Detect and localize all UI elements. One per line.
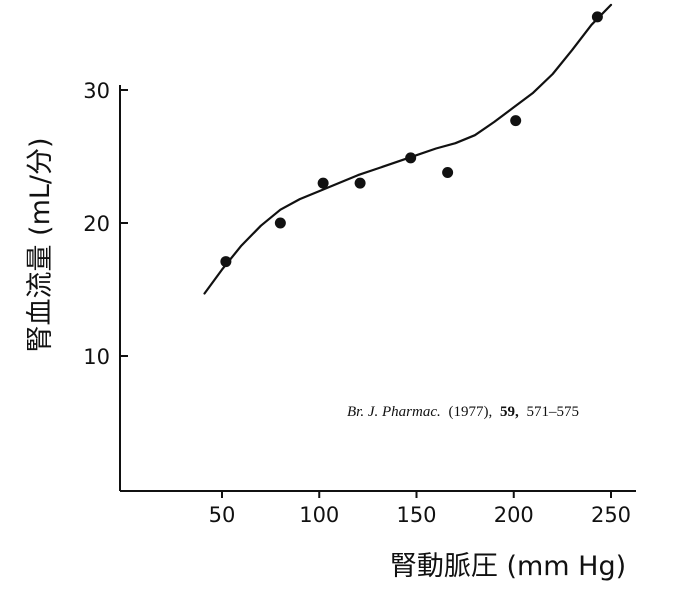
ticks: 50 100 150 200 250 10 20 30 xyxy=(83,79,631,527)
x-tick-label: 250 xyxy=(591,503,631,527)
data-point xyxy=(317,177,329,189)
x-tick-label: 200 xyxy=(494,503,534,527)
y-axis-title: 腎血流量 (mL/分) xyxy=(25,137,56,352)
series-layer xyxy=(203,3,613,295)
y-tick-label: 30 xyxy=(83,79,110,103)
data-point xyxy=(591,11,603,23)
x-tick-label: 150 xyxy=(396,503,436,527)
data-point xyxy=(405,152,417,164)
citation-journal: Br. J. Pharmac. xyxy=(347,404,441,420)
citation-pages: 571–575 xyxy=(527,404,580,420)
data-point xyxy=(442,166,454,178)
data-point xyxy=(354,177,366,189)
data-point xyxy=(510,115,522,127)
citation-volume: 59, xyxy=(500,404,519,420)
data-point xyxy=(274,217,286,229)
data-point xyxy=(220,256,232,268)
citation: Br. J. Pharmac. (1977), 59, 571–575 xyxy=(347,404,579,420)
citation-year: (1977), xyxy=(449,404,493,420)
axes xyxy=(119,85,636,492)
x-tick-label: 100 xyxy=(299,503,339,527)
fitted-curve xyxy=(203,3,613,295)
x-axis-title: 腎動脈圧 (mm Hg) xyxy=(390,551,626,582)
y-tick-label: 10 xyxy=(83,345,110,369)
x-tick-label: 50 xyxy=(209,503,236,527)
y-tick-label: 20 xyxy=(83,212,110,236)
